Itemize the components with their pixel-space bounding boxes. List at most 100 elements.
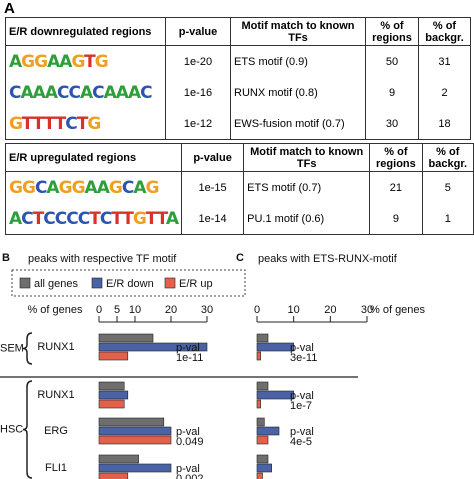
header-row: E/R downregulated regions p-value Motif ma… xyxy=(5,17,471,46)
column-header: p-value xyxy=(181,143,244,172)
percent-regions: 30 xyxy=(365,108,419,140)
axis-label: % of genes xyxy=(27,304,83,316)
bar xyxy=(98,435,172,445)
bar xyxy=(256,426,280,436)
p-value: 1e-15 xyxy=(181,171,244,203)
logo-cell: CAAACCACAAAC xyxy=(5,77,166,108)
percent-regions: 9 xyxy=(365,77,419,108)
x-tick-label: 0 xyxy=(96,304,102,316)
bar xyxy=(256,333,269,343)
chart-title: peaks with respective TF motif xyxy=(28,253,177,265)
logo-cell: ACTCCCCTCTTGTTA xyxy=(4,203,182,235)
bar xyxy=(98,463,172,473)
sequence-logo: GGCAGGAAGCAG xyxy=(9,177,159,198)
p-value: 1e-7 xyxy=(290,400,312,412)
motif: RUNX motif (0.8) xyxy=(230,77,366,108)
bar xyxy=(256,435,269,445)
axis-label: % of genes xyxy=(370,304,426,316)
sequence-logo: CAAACCACAAAC xyxy=(9,82,153,103)
bar xyxy=(98,426,172,436)
bar xyxy=(256,351,261,361)
bar xyxy=(256,342,294,352)
percent-background: 2 xyxy=(418,77,471,108)
x-tick-label: 20 xyxy=(165,304,177,316)
legend-label: E/R up xyxy=(179,278,213,290)
bar xyxy=(256,454,269,464)
logo-cell: GGCAGGAAGCAG xyxy=(4,171,182,203)
group-label: SEM xyxy=(0,342,24,354)
percent-background: 18 xyxy=(418,108,471,140)
percent-regions: 21 xyxy=(369,171,423,203)
p-value: 4e-5 xyxy=(290,436,312,448)
legend-label: all genes xyxy=(34,278,79,290)
sequence-logo: GTTTTCTG xyxy=(9,113,101,134)
motif-table: E/R downregulated regions p-value Motif ma… xyxy=(5,17,471,140)
table-row: CAAACCACAAAC 1e-16 RUNX motif (0.8) 9 2 xyxy=(5,77,471,108)
bar xyxy=(98,399,125,409)
motif: ETS motif (0.9) xyxy=(230,45,366,77)
logo-cell: AGGAAGTG xyxy=(5,45,166,77)
brace xyxy=(22,332,33,365)
column-header: E/R downregulated regions xyxy=(5,17,166,46)
header-row: E/R upregulated regions p-value Motif matc… xyxy=(4,143,474,172)
percent-background: 1 xyxy=(421,203,474,235)
x-tick-label: 30 xyxy=(201,304,213,316)
column-header: % of backgr. xyxy=(421,143,474,172)
legend-swatch xyxy=(19,277,31,289)
table-row: AGGAAGTG 1e-20 ETS motif (0.9) 50 31 xyxy=(5,45,471,77)
logo-cell: GTTTTCTG xyxy=(5,108,166,140)
brace xyxy=(22,380,33,479)
column-header: Motif match to known TFs xyxy=(230,17,366,46)
table-row: GTTTTCTG 1e-12 EWS-fusion motif (0.7) 30 18 xyxy=(5,108,471,140)
x-tick-label: 0 xyxy=(254,304,260,316)
x-tick-label: 10 xyxy=(129,304,141,316)
p-value: 1e-11 xyxy=(176,352,203,364)
x-tick-label: 5 xyxy=(114,304,120,316)
sequence-logo: AGGAAGTG xyxy=(9,51,109,72)
column-header: p-value xyxy=(165,17,231,46)
x-tick-label: 20 xyxy=(324,304,336,316)
bar xyxy=(256,417,265,427)
bar xyxy=(256,381,269,391)
bar xyxy=(98,381,125,391)
column-header: Motif match to known TFs xyxy=(243,143,370,172)
sequence-logo: ACTCCCCTCTTGTTA xyxy=(9,208,179,229)
p-value: 1e-16 xyxy=(165,77,231,108)
category-label: FLI1 xyxy=(45,462,67,474)
panel-label: A xyxy=(4,0,15,17)
table-row: GGCAGGAAGCAG 1e-15 ETS motif (0.7) 21 5 xyxy=(4,171,474,203)
p-value-title: p-val xyxy=(290,426,314,438)
legend-label: E/R down xyxy=(106,278,154,290)
table-row: ACTCCCCTCTTGTTA 1e-14 PU.1 motif (0.6) 9 1 xyxy=(4,203,474,235)
p-value: 1e-12 xyxy=(165,108,231,140)
bar xyxy=(256,463,272,473)
bar xyxy=(98,351,129,361)
bar xyxy=(98,454,139,464)
p-value: 1e-20 xyxy=(165,45,231,77)
p-value: 0.049 xyxy=(176,436,204,448)
percent-background: 31 xyxy=(418,45,471,77)
category-label: RUNX1 xyxy=(37,341,74,353)
bar xyxy=(256,472,263,479)
bar xyxy=(256,399,261,409)
p-value: 1e-14 xyxy=(181,203,244,235)
category-label: RUNX1 xyxy=(37,389,74,401)
p-value-title: p-val xyxy=(176,426,200,438)
bar xyxy=(98,417,165,427)
p-value-title: p-val xyxy=(290,390,314,402)
p-value-title: p-val xyxy=(290,342,314,354)
bar xyxy=(98,390,129,400)
motif-table: E/R upregulated regions p-value Motif matc… xyxy=(4,143,474,235)
column-header: % of regions xyxy=(369,143,423,172)
group-label: HSC xyxy=(0,423,23,435)
column-header: E/R upregulated regions xyxy=(4,143,182,172)
p-value-title: p-val xyxy=(176,342,200,354)
motif: ETS motif (0.7) xyxy=(243,171,370,203)
percent-regions: 9 xyxy=(369,203,423,235)
percent-background: 5 xyxy=(421,171,474,203)
bar xyxy=(98,333,154,343)
x-tick-label: 10 xyxy=(288,304,300,316)
bar xyxy=(98,472,129,479)
